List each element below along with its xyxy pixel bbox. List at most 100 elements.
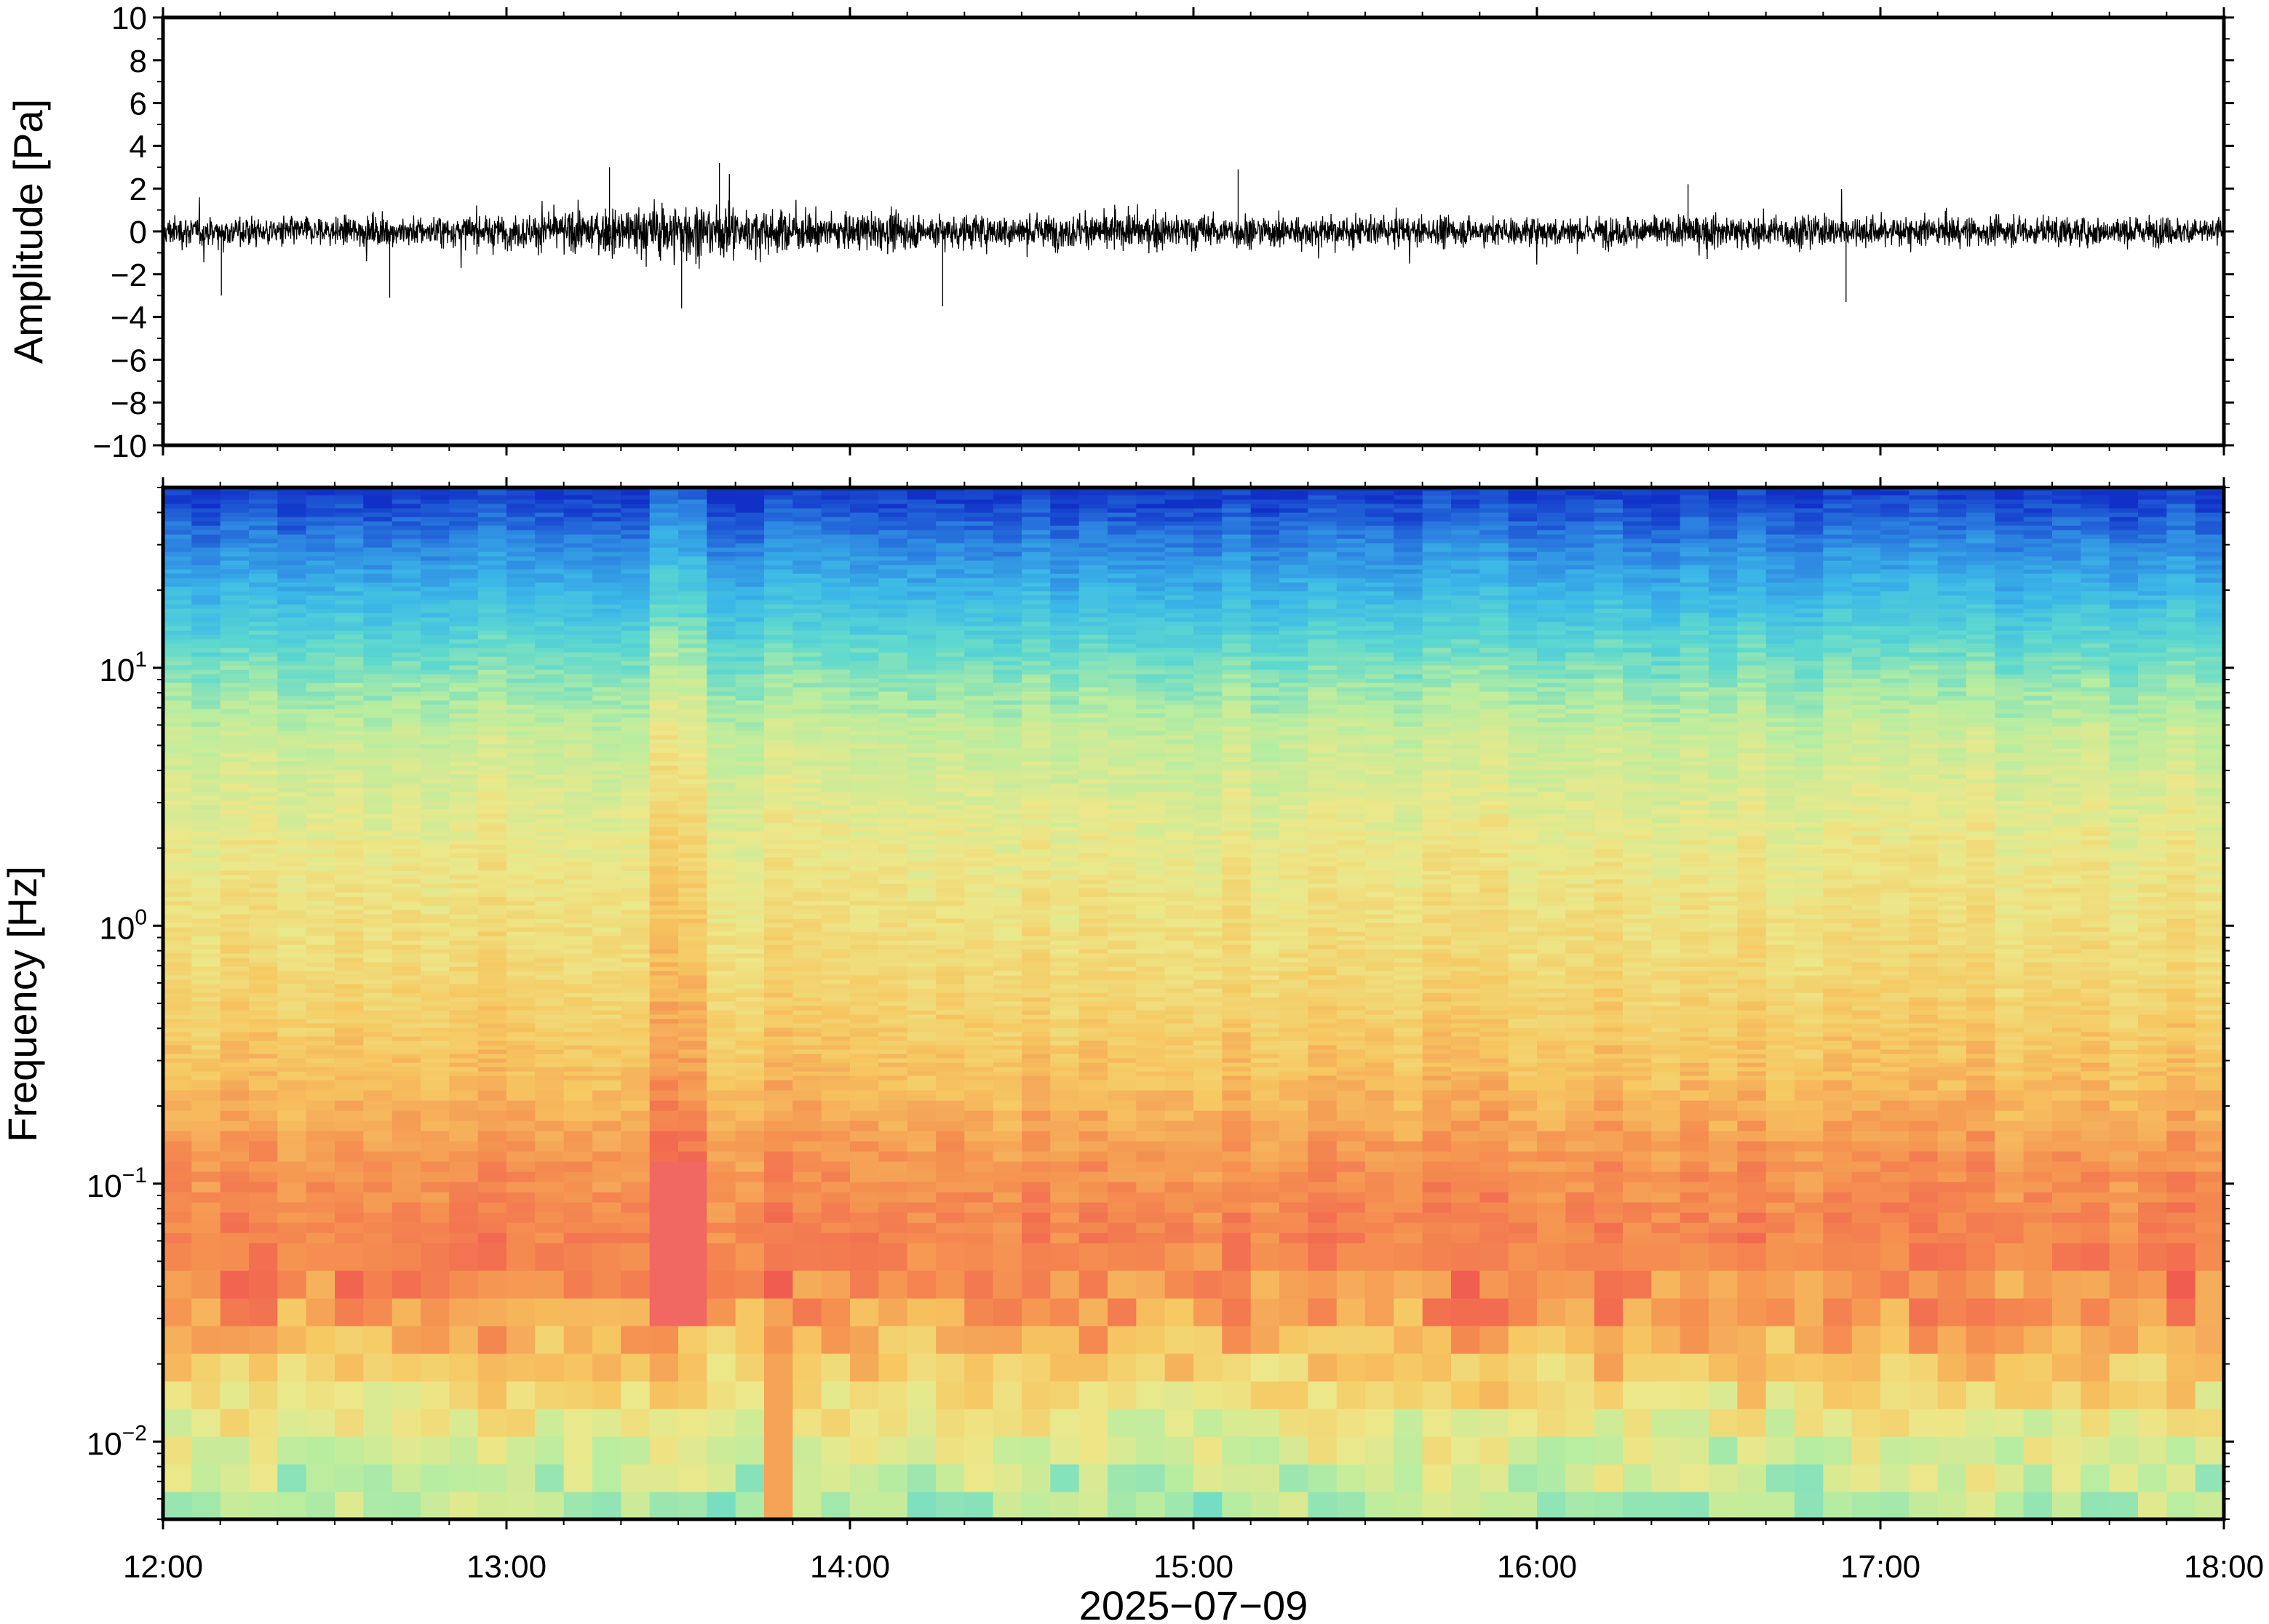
spectrogram-cell <box>306 909 335 915</box>
spectrogram-cell <box>249 988 278 993</box>
spectrogram-cell <box>764 543 793 548</box>
spectrogram-cell <box>792 617 822 622</box>
spectrogram-cell <box>191 757 221 762</box>
spectrogram-cell <box>421 582 450 587</box>
spectrogram-cell <box>764 857 793 862</box>
spectrogram-cell <box>535 569 565 574</box>
spectrogram-cell <box>191 534 221 539</box>
spectrogram-cell <box>306 761 335 766</box>
spectrogram-cell <box>277 796 307 801</box>
spectrogram-cell <box>678 1298 707 1326</box>
spectrogram-cell <box>363 892 393 897</box>
spectrogram-cell <box>936 787 965 792</box>
spectrogram-cell <box>993 621 1022 626</box>
spectrogram-cell <box>993 687 1022 692</box>
spectrogram-cell <box>506 569 536 574</box>
spectrogram-cell <box>220 726 250 731</box>
spectrogram-cell <box>792 1409 822 1437</box>
spectrogram-cell <box>277 608 307 613</box>
spectrogram-cell <box>277 940 307 945</box>
spectrogram-cell <box>220 1110 250 1121</box>
spectrogram-cell <box>993 582 1022 587</box>
spectrogram-cell <box>707 1006 736 1011</box>
spectrogram-cell <box>449 687 479 692</box>
spectrogram-cell <box>850 717 879 723</box>
spectrogram-cell <box>621 787 651 792</box>
spectrogram-cell <box>878 731 908 736</box>
spectrogram-cell <box>506 1110 536 1121</box>
spectrogram-cell <box>249 875 278 880</box>
spectrogram-cell <box>621 586 651 592</box>
spectrogram-cell <box>964 866 994 871</box>
spectrogram-cell <box>249 573 278 578</box>
spectrogram-cell <box>707 552 736 557</box>
spectrogram-cell <box>477 731 507 736</box>
spectrogram-cell <box>506 901 536 906</box>
spectrogram-cell <box>306 731 335 736</box>
spectrogram-cell <box>477 1049 507 1054</box>
spectrogram-cell <box>392 1006 421 1011</box>
spectrogram-cell <box>678 543 707 548</box>
spectrogram-cell <box>821 757 851 762</box>
spectrogram-cell <box>993 901 1022 906</box>
spectrogram-cell <box>449 761 479 766</box>
spectrogram-cell <box>649 822 679 827</box>
spectrogram-cell <box>477 1010 507 1015</box>
spectrogram-cell <box>878 765 908 771</box>
spectrogram-cell <box>363 787 393 792</box>
spectrogram-cell <box>850 840 879 845</box>
spectrogram-cell <box>964 966 994 971</box>
spectrogram-cell <box>506 582 536 587</box>
spectrogram-cell <box>993 552 1022 557</box>
spectrogram-cell <box>936 984 965 989</box>
spectrogram-cell <box>678 538 707 544</box>
spectrogram-cell <box>964 704 994 709</box>
spectrogram-cell <box>649 669 679 674</box>
spectrogram-cell <box>191 1212 221 1223</box>
spectrogram-cell <box>363 634 393 640</box>
spectrogram-cell <box>535 521 565 526</box>
spectrogram-cell <box>764 805 793 810</box>
spectrogram-cell <box>506 626 536 631</box>
spectrogram-cell <box>649 1298 679 1326</box>
spectrogram-cell <box>220 669 250 674</box>
spectrogram-cell <box>678 1192 707 1203</box>
spectrogram-cell <box>964 914 994 919</box>
spectrogram-cell <box>477 1141 507 1152</box>
spectrogram-cell <box>535 700 565 705</box>
spectrogram-cell <box>506 1243 536 1271</box>
spectrogram-cell <box>477 748 507 753</box>
spectrogram-cell <box>506 975 536 980</box>
spectrogram-cell <box>621 927 651 932</box>
spectrogram-cell <box>421 1023 450 1028</box>
spectrogram-cell <box>563 1058 593 1063</box>
spectrogram-cell <box>335 1110 364 1121</box>
spectrogram-cell <box>678 827 707 832</box>
spectrogram-cell <box>907 835 937 840</box>
spectrogram-cell <box>993 1036 1022 1041</box>
spectrogram-cell <box>878 757 908 762</box>
spectrogram-cell <box>764 896 793 901</box>
spectrogram-cell <box>220 665 250 670</box>
spectrogram-cell <box>936 495 965 500</box>
spectrogram-cell <box>621 1202 651 1213</box>
spectrogram-cell <box>964 630 994 635</box>
spectrogram-cell <box>306 613 335 618</box>
spectrogram-cell <box>993 892 1022 897</box>
spectrogram-cell <box>335 770 364 775</box>
spectrogram-cell <box>335 1036 364 1041</box>
spectrogram-cell <box>850 765 879 771</box>
spectrogram-cell <box>335 1353 364 1382</box>
spectrogram-cell <box>735 1001 765 1006</box>
spectrogram-cell <box>220 696 250 701</box>
spectrogram-cell <box>936 1202 965 1213</box>
spectrogram-cell <box>421 944 450 950</box>
spectrogram-cell <box>306 1464 335 1492</box>
spectrogram-cell <box>764 949 793 954</box>
spectrogram-cell <box>592 704 621 709</box>
spectrogram-cell <box>363 1067 393 1072</box>
spectrogram-cell <box>850 621 879 626</box>
spectrogram-cell <box>592 682 621 688</box>
spectrogram-cell <box>421 1233 450 1243</box>
spectrogram-cell <box>277 600 307 605</box>
